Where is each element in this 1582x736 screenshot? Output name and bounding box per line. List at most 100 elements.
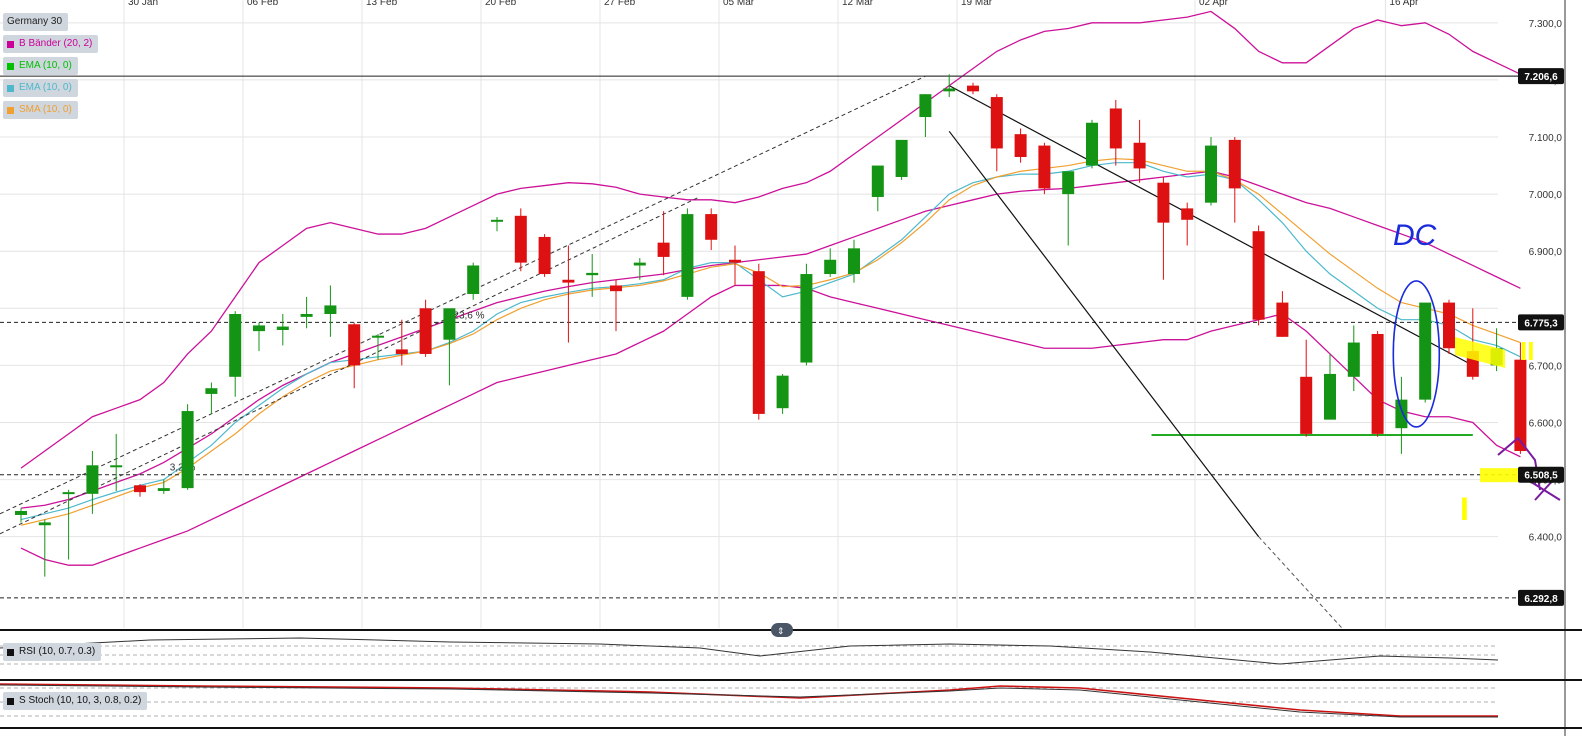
bollinger-middle-line <box>20 170 1521 509</box>
candle-up <box>372 335 384 338</box>
stoch-label[interactable]: S Stoch (10, 10, 3, 0.8, 0.2) <box>3 692 148 710</box>
price-label-text: 7.206,6 <box>1524 72 1558 83</box>
candle-down <box>657 242 670 257</box>
candle-down <box>395 349 408 354</box>
candle-up <box>62 492 75 495</box>
candle-up <box>1324 373 1336 420</box>
candle-up <box>1395 399 1408 429</box>
date-tick-label: 13 Feb <box>366 0 398 8</box>
steep-down-line <box>948 130 1260 538</box>
downtrend-line <box>948 85 1474 366</box>
highlight-marker-lower <box>1480 468 1520 483</box>
candle-up <box>1347 342 1360 377</box>
legend-item-sma[interactable]: SMA (10, 0) <box>3 101 78 119</box>
dashed-uptrend-line <box>0 75 926 515</box>
candle-down <box>1133 142 1146 169</box>
candle-up <box>110 465 123 468</box>
price-axis: 6.400,06.500,06.600,06.700,06.900,07.000… <box>1518 0 1566 736</box>
candle-up <box>1419 302 1432 400</box>
price-label-box <box>1518 68 1564 85</box>
legend-swatch <box>7 40 14 48</box>
price-tick-label: 6.400,0 <box>1529 533 1563 544</box>
blue-ellipse-annotation <box>1392 280 1441 428</box>
price-tick-label: 7.100,0 <box>1529 133 1563 144</box>
candle-up <box>276 326 289 330</box>
legend-item-bollinger[interactable]: B Bänder (20, 2) <box>3 35 99 53</box>
price-label-box <box>1518 314 1564 331</box>
bollinger-lower-line <box>20 284 1521 566</box>
candle-up <box>824 259 837 275</box>
candle-up <box>467 265 480 295</box>
candle-up <box>871 165 884 197</box>
candle-up <box>1205 145 1217 203</box>
candle-up <box>491 219 503 222</box>
candle-up <box>776 375 789 409</box>
legend-item-ema-cyan[interactable]: EMA (10, 0) <box>3 79 78 97</box>
candle-up <box>1086 122 1098 166</box>
handwritten-ii: II <box>1520 336 1534 366</box>
price-label-text: 6.508,5 <box>1524 471 1558 482</box>
candle-up <box>943 88 956 92</box>
legend: Germany 30 B Bänder (20, 2) EMA (10, 0) … <box>3 13 99 119</box>
date-tick-label: 16 Apr <box>1389 0 1419 8</box>
rsi-label[interactable]: RSI (10, 0.7, 0.3) <box>3 643 102 661</box>
sma-orange-line <box>20 158 1521 526</box>
candle-down <box>1181 208 1194 220</box>
candle-down <box>967 85 979 92</box>
candle-down <box>1371 333 1384 434</box>
panel-resize-handle <box>771 623 793 637</box>
stoch-d-line <box>0 684 1498 718</box>
price-label-text: 6.775,3 <box>1524 318 1558 329</box>
candle-down <box>1157 182 1170 223</box>
stoch-swatch <box>7 697 14 705</box>
date-tick-label: 05 Mar <box>723 0 755 8</box>
candle-down <box>538 236 551 275</box>
candle-up <box>1062 171 1075 195</box>
candle-down <box>1228 139 1241 189</box>
candle-up <box>633 262 646 266</box>
candle-up <box>919 94 932 118</box>
date-tick-label: 20 Feb <box>485 0 517 8</box>
price-tick-label: 6.900,0 <box>1529 247 1563 258</box>
candle-down <box>1109 108 1122 149</box>
legend-swatch <box>7 84 14 92</box>
bollinger-upper-line <box>20 10 1521 469</box>
candle-up <box>443 308 456 340</box>
price-label-box <box>1518 589 1564 606</box>
price-tick-label: 7.300,0 <box>1529 19 1563 30</box>
stoch-k-line <box>0 683 1498 717</box>
candle-down <box>1300 376 1313 434</box>
candle-down <box>729 259 741 263</box>
instrument-label[interactable]: Germany 30 <box>3 13 69 31</box>
candle-up <box>157 488 170 491</box>
candle-down <box>610 285 622 292</box>
rsi-label-text: RSI (10, 0.7, 0.3) <box>19 646 96 657</box>
candle-up <box>586 272 599 276</box>
candle-up <box>681 214 694 297</box>
candle-down <box>1252 231 1265 320</box>
handwritten-dc: DC <box>1393 219 1437 252</box>
candle-up <box>800 274 813 363</box>
candle-down <box>705 214 718 240</box>
price-tick-label: 6.600,0 <box>1529 418 1563 429</box>
candle-up <box>300 314 313 317</box>
price-tick-label: 6.700,0 <box>1529 361 1563 372</box>
legend-item-ema-green[interactable]: EMA (10, 0) <box>3 57 78 75</box>
date-tick-label: 02 Apr <box>1199 0 1229 8</box>
date-tick-label: 06 Feb <box>247 0 279 8</box>
handwritten-i: I <box>1460 491 1469 527</box>
ema-cyan-line <box>20 162 1521 521</box>
date-tick-label: 27 Feb <box>604 0 636 8</box>
candle-up <box>205 388 218 394</box>
highlight-marker-upper <box>1455 337 1505 368</box>
instrument-name: Germany 30 <box>7 16 63 27</box>
candle-up <box>15 510 27 515</box>
date-tick-label: 30 Jan <box>128 0 158 8</box>
candle-down <box>419 308 432 354</box>
candle-up <box>181 411 194 489</box>
